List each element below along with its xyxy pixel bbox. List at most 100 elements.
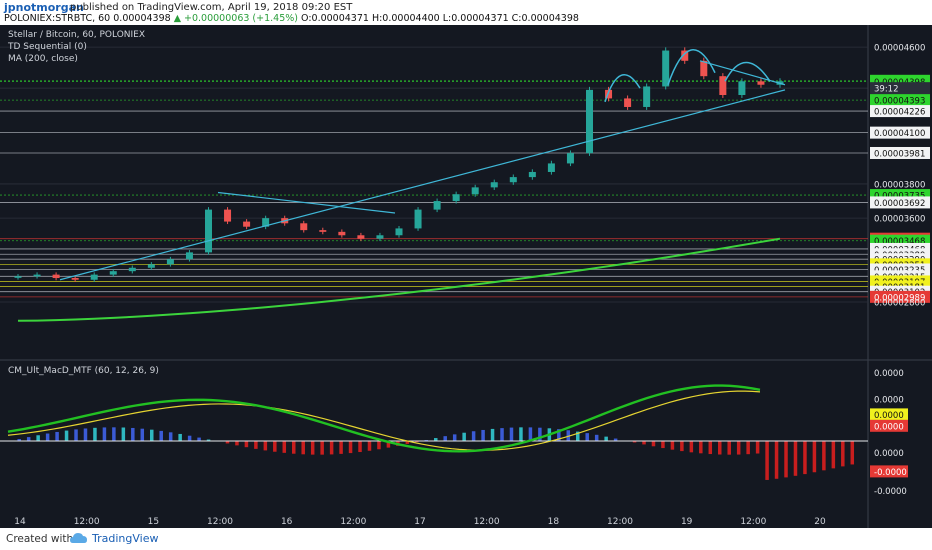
price-axis-label-text: 0.00003692 [874, 199, 925, 209]
macd-histogram-bar [235, 441, 239, 446]
macd-histogram-bar [774, 441, 779, 479]
candle [624, 98, 632, 107]
macd-histogram-bar [822, 441, 826, 471]
candle [52, 274, 60, 279]
created-with: Created with [6, 533, 74, 545]
macd-histogram-bar [197, 437, 201, 441]
macd-histogram-bar [746, 441, 750, 455]
price-axis-label-text: 0.00003800 [874, 180, 925, 190]
macd-histogram-bar [254, 441, 258, 449]
macd-histogram-bar [765, 441, 769, 480]
price-axis-label: 0.00003692 [870, 196, 930, 209]
macd-histogram-bar [443, 436, 447, 441]
price-axis-label-text: 0.00004100 [874, 129, 925, 139]
macd-histogram-bar [434, 438, 438, 441]
macd-axis-label-text: -0.0000 [874, 487, 907, 497]
macd-signal-line [7, 390, 761, 451]
price-chart[interactable]: 0.000046000.000044030.0000439839:120.000… [0, 25, 932, 528]
candle [738, 81, 746, 95]
macd-histogram-bar [263, 441, 268, 451]
candle [528, 171, 536, 178]
price-axis-label-text: 0.00004226 [874, 108, 925, 118]
macd-histogram-bar [841, 441, 845, 467]
candle [662, 50, 670, 87]
macd-histogram-bar [225, 441, 230, 444]
candle [71, 278, 79, 280]
macd-axis-label-text: 0.0000 [874, 411, 904, 421]
candle [109, 271, 117, 275]
candle [586, 89, 593, 154]
price-axis-label: 39:12 [870, 82, 930, 95]
macd-histogram-bar [651, 441, 656, 447]
macd-axis-label: 0.0000 [870, 408, 908, 421]
trend-line-support [59, 89, 786, 281]
macd-histogram-bar [481, 429, 485, 441]
chart-area[interactable]: 0.000046000.000044030.0000439839:120.000… [0, 25, 932, 528]
candle [90, 274, 98, 280]
macd-histogram-bar [585, 433, 589, 441]
macd-label: CM_Ult_MacD_MTF (60, 12, 26, 9) [8, 366, 159, 376]
macd-histogram-bar [386, 441, 391, 448]
macd-histogram-bar [36, 435, 40, 441]
macd-histogram-bar [812, 441, 817, 473]
candle [395, 228, 403, 236]
price-axis-label: 0.00002800 [874, 298, 925, 308]
candle [681, 50, 689, 61]
tradingview-brand[interactable]: TradingView [92, 532, 159, 545]
macd-axis-label: -0.0000 [870, 465, 908, 478]
candle [262, 218, 270, 227]
price-axis-label-text: 0.00004600 [874, 44, 925, 54]
price-axis-label-bg [870, 196, 930, 209]
macd-axis-label: -0.0000 [874, 487, 907, 497]
macd-axis-label: 0.0000 [874, 396, 904, 406]
macd-histogram-bar [519, 427, 523, 441]
price-axis-label-bg [870, 146, 930, 159]
candle [243, 221, 251, 227]
macd-axis-label: 0.0000 [874, 449, 904, 459]
price-axis-label: 0.00004100 [870, 126, 930, 139]
candle [319, 230, 327, 232]
macd-axis-label-text: 0.0000 [874, 369, 904, 379]
header-bar: jpnotmorgan published on TradingView.com… [0, 0, 932, 25]
candle [376, 235, 384, 239]
macd-axis-label-bg [870, 408, 908, 421]
author-name[interactable]: jpnotmorgan [4, 1, 84, 14]
price-axis-label-text: 0.00004393 [874, 97, 925, 107]
macd-histogram-bar [292, 441, 296, 454]
macd-histogram-bar [755, 441, 760, 454]
macd-axis-label-text: 0.0000 [874, 449, 904, 459]
candle [471, 187, 479, 195]
time-axis-label: 16 [281, 517, 293, 527]
time-axis-label: 20 [814, 517, 826, 527]
macd-axis-label-text: -0.0000 [874, 468, 907, 478]
macd-histogram-bar [83, 428, 88, 441]
macd-histogram-bar [566, 430, 571, 441]
macd-histogram-bar [206, 439, 211, 441]
published-info: published on TradingView.com, April 19, … [70, 2, 353, 13]
macd-axis-label: 0.0000 [874, 369, 904, 379]
time-axis-label: 12:00 [207, 517, 233, 527]
macd-histogram-bar [708, 441, 713, 455]
price-axis-label-bg [870, 82, 930, 95]
last-price: 0.00004398 [113, 13, 171, 24]
macd-axis-label-text: 0.0000 [874, 396, 904, 406]
macd-histogram-bar [538, 427, 542, 441]
macd-histogram-bar [509, 427, 514, 441]
candle [338, 231, 346, 236]
candle [414, 209, 422, 229]
head-shoulder-head [667, 49, 716, 85]
time-axis-label: 15 [148, 517, 159, 527]
candle [547, 163, 555, 172]
macd-histogram-bar [850, 441, 855, 465]
macd-histogram-bar [121, 427, 126, 441]
price-axis-label: 0.00004600 [874, 44, 925, 54]
macd-histogram-bar [594, 434, 599, 441]
macd-histogram-bar [282, 441, 287, 453]
price-axis-label: 0.00003981 [870, 146, 930, 159]
trend-line-top [699, 60, 786, 86]
macd-axis-label-text: 0.0000 [874, 422, 904, 432]
price-axis-label-bg [870, 105, 930, 118]
macd-histogram-bar [377, 441, 381, 450]
macd-histogram-bar [55, 431, 59, 441]
macd-histogram-bar [604, 436, 608, 441]
